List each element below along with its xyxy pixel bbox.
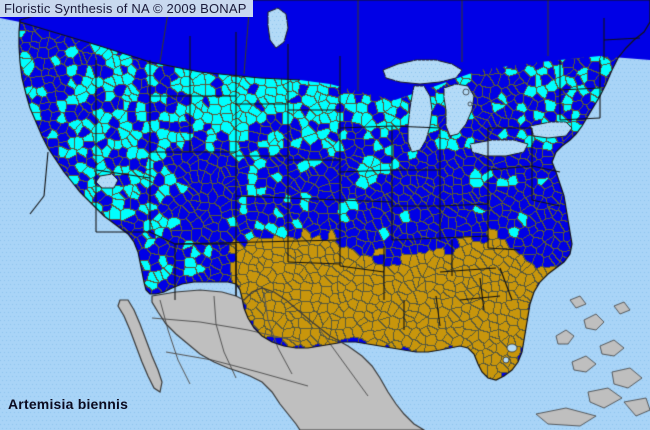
map-title-bar: Floristic Synthesis of NA © 2009 BONAP [0,0,253,17]
map-title-text: Floristic Synthesis of NA © 2009 BONAP [4,1,247,16]
species-name-label: Artemisia biennis [8,396,129,412]
